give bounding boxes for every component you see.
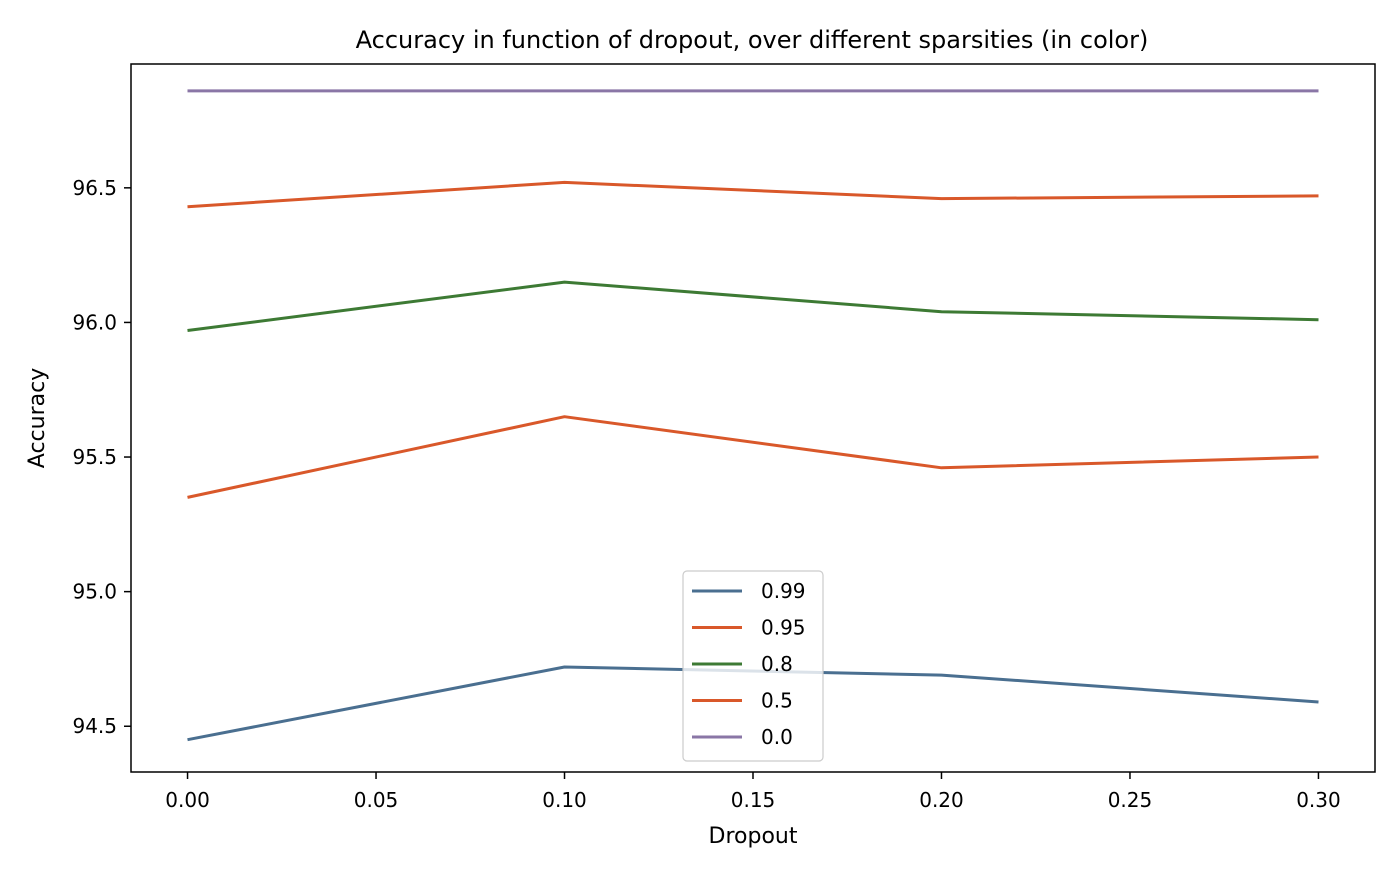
y-tick-label: 95.0 <box>72 580 117 604</box>
series-line-2 <box>187 280 1319 332</box>
x-axis: 0.00 0.05 0.10 0.15 0.20 0.25 0.30 <box>165 772 1341 812</box>
x-tick-label: 0.20 <box>919 788 964 812</box>
y-axis-label: Accuracy <box>25 368 50 468</box>
y-tick-label: 95.5 <box>72 445 117 469</box>
x-tick-label: 0.25 <box>1108 788 1153 812</box>
legend-box <box>682 570 824 762</box>
series-line-1 <box>187 180 1319 209</box>
legend-label: 0.0 <box>761 725 793 749</box>
series-line-3 <box>187 415 1319 499</box>
legend-label: 0.95 <box>761 616 806 640</box>
legend: 0.99 0.95 0.8 0.5 0.0 <box>682 570 824 762</box>
x-tick-label: 0.15 <box>731 788 776 812</box>
y-tick-label: 96.5 <box>72 176 117 200</box>
x-axis-label: Dropout <box>709 824 798 849</box>
y-axis: 94.5 95.0 95.5 96.0 96.5 <box>72 176 131 738</box>
legend-label: 0.99 <box>761 579 806 603</box>
x-tick-label: 0.30 <box>1296 788 1341 812</box>
x-tick-label: 0.10 <box>542 788 587 812</box>
legend-label: 0.5 <box>761 689 793 713</box>
y-tick-label: 94.5 <box>72 714 117 738</box>
legend-label: 0.8 <box>761 652 793 676</box>
x-tick-label: 0.05 <box>354 788 399 812</box>
x-tick-label: 0.00 <box>165 788 210 812</box>
chart-title: Accuracy in function of dropout, over di… <box>356 26 1149 54</box>
legend-items: 0.99 0.95 0.8 0.5 0.0 <box>692 579 806 749</box>
series-lines <box>187 89 1319 742</box>
y-tick-label: 96.0 <box>72 310 117 334</box>
